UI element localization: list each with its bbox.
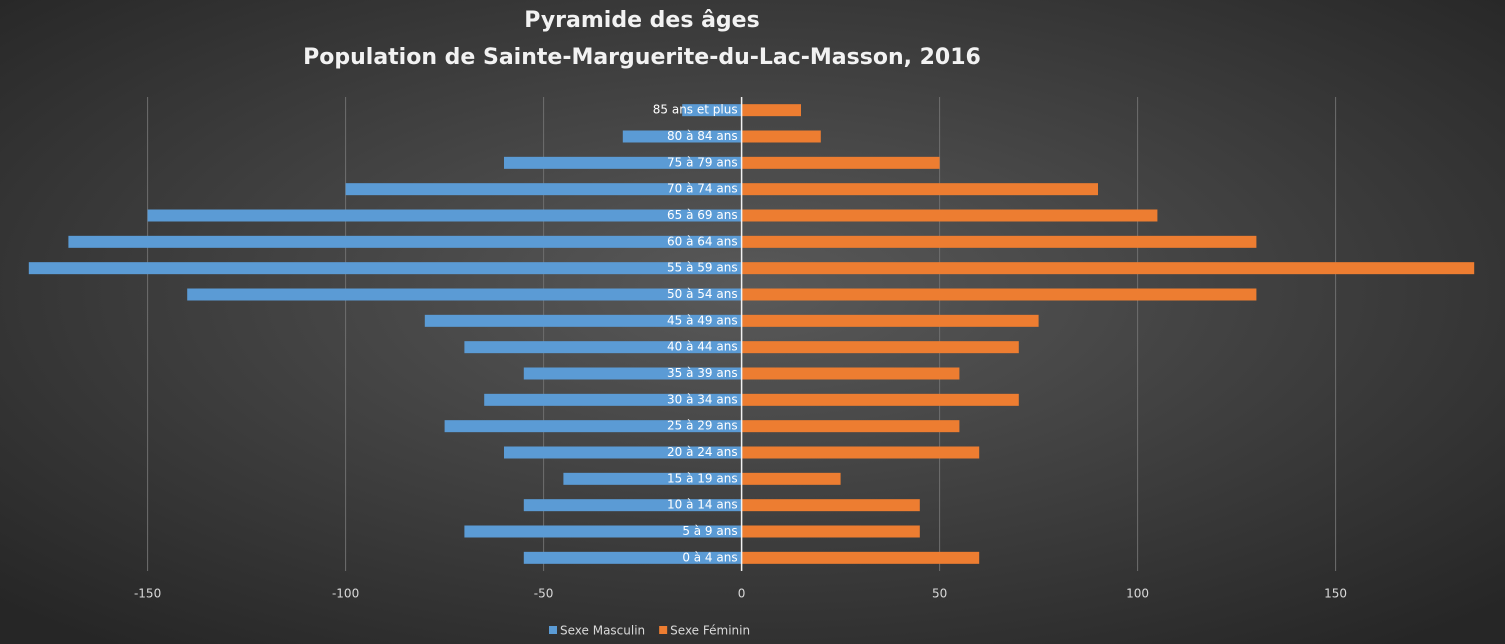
chart-title: Pyramide des âges <box>524 8 759 33</box>
bar <box>424 314 742 327</box>
y-tick-label: 40 à 44 ans <box>667 340 738 354</box>
x-tick-label: 0 <box>738 587 746 601</box>
bar <box>741 499 920 512</box>
y-tick-label: 30 à 34 ans <box>667 392 738 406</box>
y-tick-label: 20 à 24 ans <box>667 445 738 459</box>
y-tick-label: 60 à 64 ans <box>667 234 738 248</box>
bar <box>523 551 742 564</box>
legend-swatch <box>659 626 668 634</box>
bar <box>523 367 742 380</box>
y-tick-label: 65 à 69 ans <box>667 208 738 222</box>
y-tick-label: 15 à 19 ans <box>667 471 738 485</box>
y-tick-label: 10 à 14 ans <box>667 498 738 512</box>
bar <box>563 472 742 485</box>
x-tick-label: 50 <box>932 587 947 601</box>
legend-swatch <box>549 626 557 634</box>
bar <box>741 235 1257 248</box>
y-tick-label: 5 à 9 ans <box>682 524 737 538</box>
bar <box>28 262 742 275</box>
y-tick-label: 45 à 49 ans <box>667 313 738 327</box>
bar <box>741 209 1158 222</box>
bar <box>741 341 1019 354</box>
bar <box>504 446 742 459</box>
bar <box>741 420 960 433</box>
y-tick-label: 55 à 59 ans <box>667 261 738 275</box>
bar <box>68 235 742 248</box>
x-tick-label: 100 <box>1126 587 1149 601</box>
bar <box>523 499 742 512</box>
bar <box>741 367 960 380</box>
y-tick-label: 75 à 79 ans <box>667 155 738 169</box>
bar <box>741 393 1019 406</box>
bar <box>741 314 1039 327</box>
y-tick-label: 25 à 29 ans <box>667 419 738 433</box>
y-tick-label: 85 ans et plus <box>653 103 738 117</box>
bar <box>741 262 1475 275</box>
y-tick-label: 70 à 74 ans <box>667 182 738 196</box>
y-tick-label: 0 à 4 ans <box>682 550 737 564</box>
bar <box>741 183 1098 196</box>
bar <box>187 288 742 301</box>
bar <box>147 209 742 222</box>
bar <box>622 130 742 143</box>
x-tick-label: -50 <box>534 587 554 601</box>
legend-label: Sexe Masculin <box>560 624 645 638</box>
legend-label: Sexe Féminin <box>670 624 750 638</box>
bar <box>345 183 742 196</box>
bar <box>682 104 742 117</box>
bar <box>444 420 742 433</box>
bar <box>741 446 980 459</box>
bar <box>504 156 742 169</box>
bar <box>741 288 1257 301</box>
bar <box>464 525 742 538</box>
x-tick-label: -150 <box>134 587 161 601</box>
bar <box>741 130 821 143</box>
bar <box>741 472 841 485</box>
y-tick-label: 50 à 54 ans <box>667 287 738 301</box>
x-tick-label: -100 <box>332 587 359 601</box>
chart-subtitle: Population de Sainte-Marguerite-du-Lac-M… <box>303 45 981 70</box>
bar <box>741 156 940 169</box>
bar <box>741 525 920 538</box>
bar <box>741 104 801 117</box>
y-tick-label: 80 à 84 ans <box>667 129 738 143</box>
bar <box>741 551 980 564</box>
bar <box>484 393 742 406</box>
bar <box>464 341 742 354</box>
y-tick-label: 35 à 39 ans <box>667 366 738 380</box>
x-tick-label: 150 <box>1324 587 1347 601</box>
